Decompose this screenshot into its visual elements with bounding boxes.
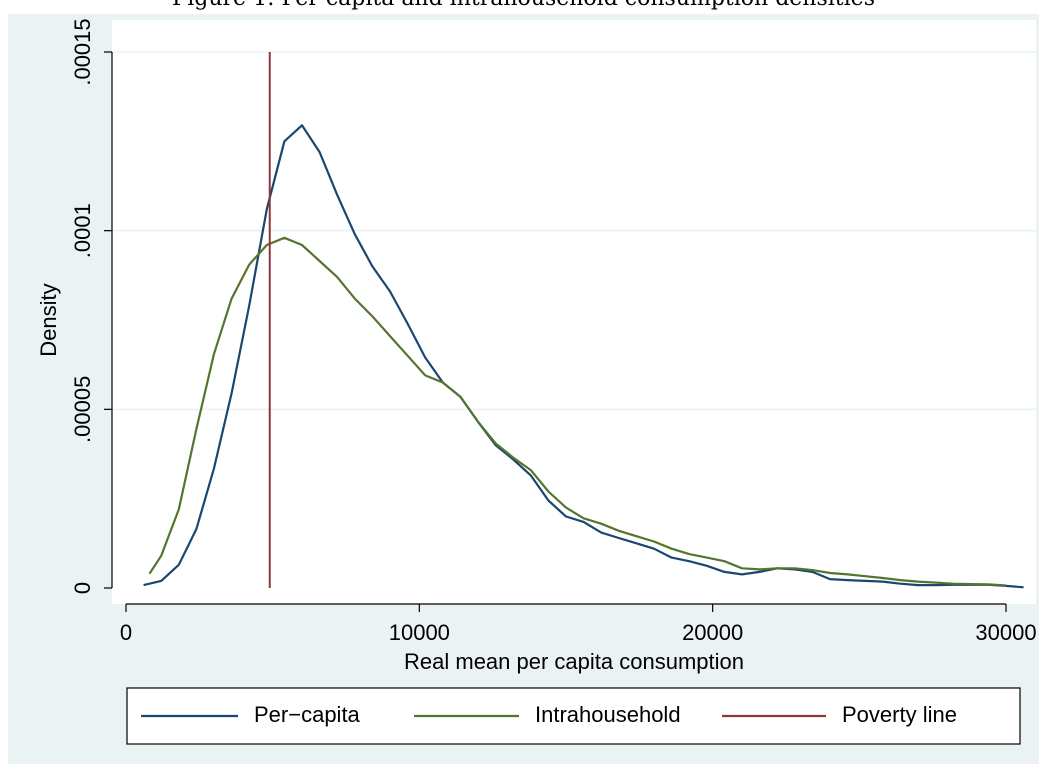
x-tick-label-1: 10000: [389, 620, 450, 645]
y-axis-title: Density: [36, 283, 61, 356]
x-axis-title: Real mean per capita consumption: [404, 649, 744, 674]
series-line-per_capita: [143, 124, 1024, 589]
x-tick-label-2: 20000: [682, 620, 743, 645]
y-tick-label-0: 0: [70, 582, 95, 594]
x-tick-label-3: 30000: [975, 620, 1036, 645]
x-tick-label-0: 0: [120, 620, 132, 645]
plot-area: [112, 20, 1036, 604]
y-tick-label-1: .00005: [70, 376, 95, 443]
figure-caption: Figure 1: Per capita and intrahousehold …: [0, 0, 1047, 11]
legend-label-intrahousehold: Intrahousehold: [535, 702, 681, 727]
y-tick-label-2: .0001: [70, 203, 95, 258]
legend-label-poverty_line: Poverty line: [842, 702, 957, 727]
legend-box: [126, 687, 1021, 745]
series-line-intrahousehold: [148, 236, 1007, 587]
legend-label-per_capita: Per−capita: [254, 702, 361, 727]
y-tick-label-3: .00015: [70, 18, 95, 85]
